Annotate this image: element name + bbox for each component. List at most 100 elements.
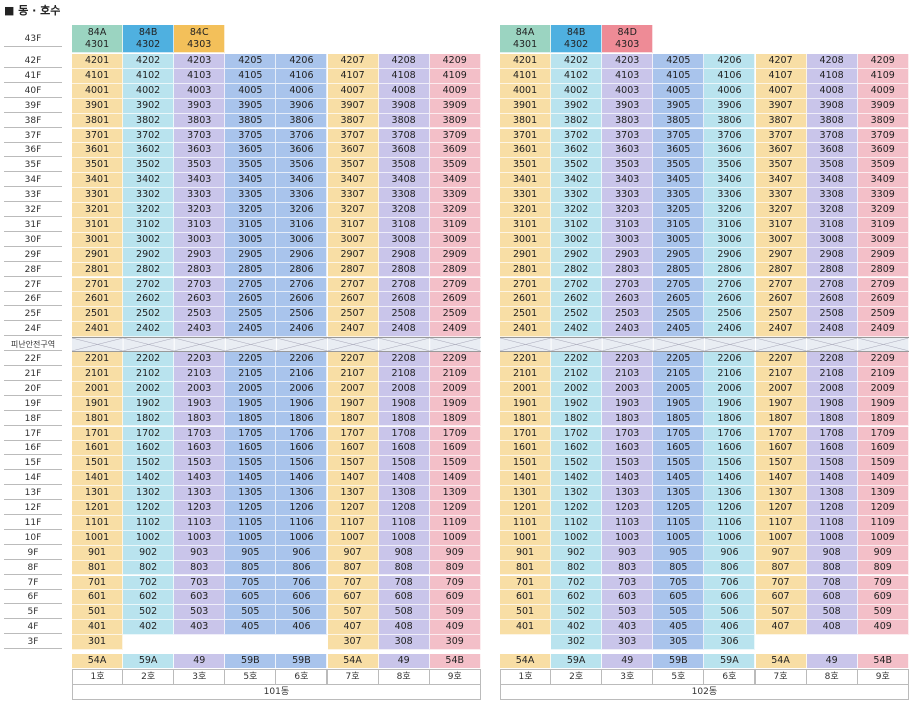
unit-cell: 3106 xyxy=(704,217,756,233)
unit-cell: 1603 xyxy=(602,441,654,457)
unit-cell: 2408 xyxy=(806,322,858,338)
unit-cell: 2106 xyxy=(704,366,756,382)
unit-cell: 2507 xyxy=(327,307,379,323)
unit-cell: 1305 xyxy=(225,486,277,501)
unit-cell: 903 xyxy=(602,545,654,561)
unit-cell: 3908 xyxy=(378,98,430,114)
unit-cell: 602 xyxy=(123,590,175,606)
unit-cell: 2507 xyxy=(755,307,807,323)
unit-cell: 2101 xyxy=(72,366,124,382)
unit-cell: 3701 xyxy=(500,128,552,144)
penthouse-type: 84A xyxy=(515,27,535,38)
unit-type-label: 59A xyxy=(123,654,175,668)
unit-cell: 3801 xyxy=(72,113,124,129)
unit-cell: 4006 xyxy=(276,83,328,99)
floor-label: 18F xyxy=(4,413,62,426)
unit-cell: 2605 xyxy=(653,292,705,308)
unit-cell: 2105 xyxy=(225,366,277,382)
penthouse-unit-number: 4301 xyxy=(84,39,110,50)
unit-cell: 1205 xyxy=(653,501,705,516)
unit-cell: 2705 xyxy=(653,277,705,293)
unit-cell: 3609 xyxy=(429,143,481,159)
unit-cell: 2001 xyxy=(72,381,124,397)
unit-cell: 3103 xyxy=(174,217,226,233)
unit-cell: 4102 xyxy=(123,68,175,84)
unit-cell: 2908 xyxy=(378,247,430,263)
unit-cell: 3202 xyxy=(551,203,603,218)
unit-cell: 2209 xyxy=(429,352,481,367)
unit-cell: 1008 xyxy=(378,530,430,546)
unit-type-label: 59A xyxy=(551,654,603,668)
unit-cell: 3006 xyxy=(704,232,756,248)
unit-cell: 2006 xyxy=(704,381,756,397)
unit-cell: 3601 xyxy=(500,143,552,159)
unit-cell: 2408 xyxy=(378,322,430,338)
unit-cell: 2907 xyxy=(755,247,807,263)
building-name: 101동 xyxy=(72,684,481,700)
unit-cell: 2801 xyxy=(500,262,552,278)
unit-cell: 1701 xyxy=(500,426,552,442)
unit-cell: 1808 xyxy=(378,411,430,427)
unit-cell: 4007 xyxy=(327,83,379,99)
unit-cell: 309 xyxy=(429,635,481,650)
unit-cell: 2506 xyxy=(276,307,328,323)
unit-cell: 2903 xyxy=(174,247,226,263)
unit-cell: 1303 xyxy=(174,486,226,501)
unit-cell: 1901 xyxy=(500,396,552,412)
unit-cell: 3802 xyxy=(123,113,175,129)
unit-cell: 307 xyxy=(327,635,379,650)
unit-cell: 3406 xyxy=(276,173,328,189)
unit-cell: 3602 xyxy=(551,143,603,159)
unit-cell: 707 xyxy=(755,575,807,591)
unit-cell: 4103 xyxy=(602,68,654,84)
penthouse-type: 84B xyxy=(566,27,586,38)
unit-cell: 4106 xyxy=(276,68,328,84)
unit-cell: 1608 xyxy=(378,441,430,457)
unit-cell: 406 xyxy=(276,620,328,636)
floor-label: 7F xyxy=(4,577,62,590)
unit-cell: 4108 xyxy=(378,68,430,84)
unit-type-label: 54A xyxy=(755,654,807,668)
unit-cell: 3902 xyxy=(123,98,175,114)
unit-cell: 3207 xyxy=(755,203,807,218)
unit-cell: 2402 xyxy=(551,322,603,338)
unit-cell: 3909 xyxy=(857,98,909,114)
unit-cell: 607 xyxy=(755,590,807,606)
unit-cell: 808 xyxy=(378,560,430,576)
unit-cell: 2603 xyxy=(174,292,226,308)
unit-cell: 3306 xyxy=(704,188,756,203)
unit-cell: 1909 xyxy=(857,396,909,412)
unit-cell: 1905 xyxy=(225,396,277,412)
unit-cell: 2808 xyxy=(806,262,858,278)
floor-label: 32F xyxy=(4,204,62,217)
unit-cell: 4107 xyxy=(755,68,807,84)
unit-cell: 2805 xyxy=(225,262,277,278)
unit-cell: 1409 xyxy=(429,471,481,487)
unit-cell: 3602 xyxy=(123,143,175,159)
unit-cell: 1203 xyxy=(602,501,654,516)
unit-cell: 3307 xyxy=(327,188,379,203)
unit-cell: 801 xyxy=(72,560,124,576)
unit-cell: 3903 xyxy=(602,98,654,114)
unit-cell: 507 xyxy=(327,605,379,621)
unit-cell: 3606 xyxy=(704,143,756,159)
unit-cell: 3202 xyxy=(123,203,175,218)
unit-cell: 1106 xyxy=(704,515,756,531)
unit-cell: 2208 xyxy=(378,352,430,367)
unit-cell: 4005 xyxy=(225,83,277,99)
unit-cell: 3507 xyxy=(755,158,807,174)
unit-cell: 2703 xyxy=(602,277,654,293)
unit-cell: 2003 xyxy=(174,381,226,397)
unit-cell: 1908 xyxy=(806,396,858,412)
penthouse-type: 84C xyxy=(189,27,209,38)
unit-cell: 2702 xyxy=(123,277,175,293)
unit-cell: 1501 xyxy=(72,456,124,472)
unit-cell: 2607 xyxy=(327,292,379,308)
unit-type-label: 49 xyxy=(378,654,430,668)
unit-cell: 1103 xyxy=(174,515,226,531)
unit-cell: 3501 xyxy=(72,158,124,174)
unit-cell: 2601 xyxy=(500,292,552,308)
building-name: 102동 xyxy=(500,684,909,700)
unit-cell: 1709 xyxy=(429,426,481,442)
unit-cell: 1508 xyxy=(806,456,858,472)
